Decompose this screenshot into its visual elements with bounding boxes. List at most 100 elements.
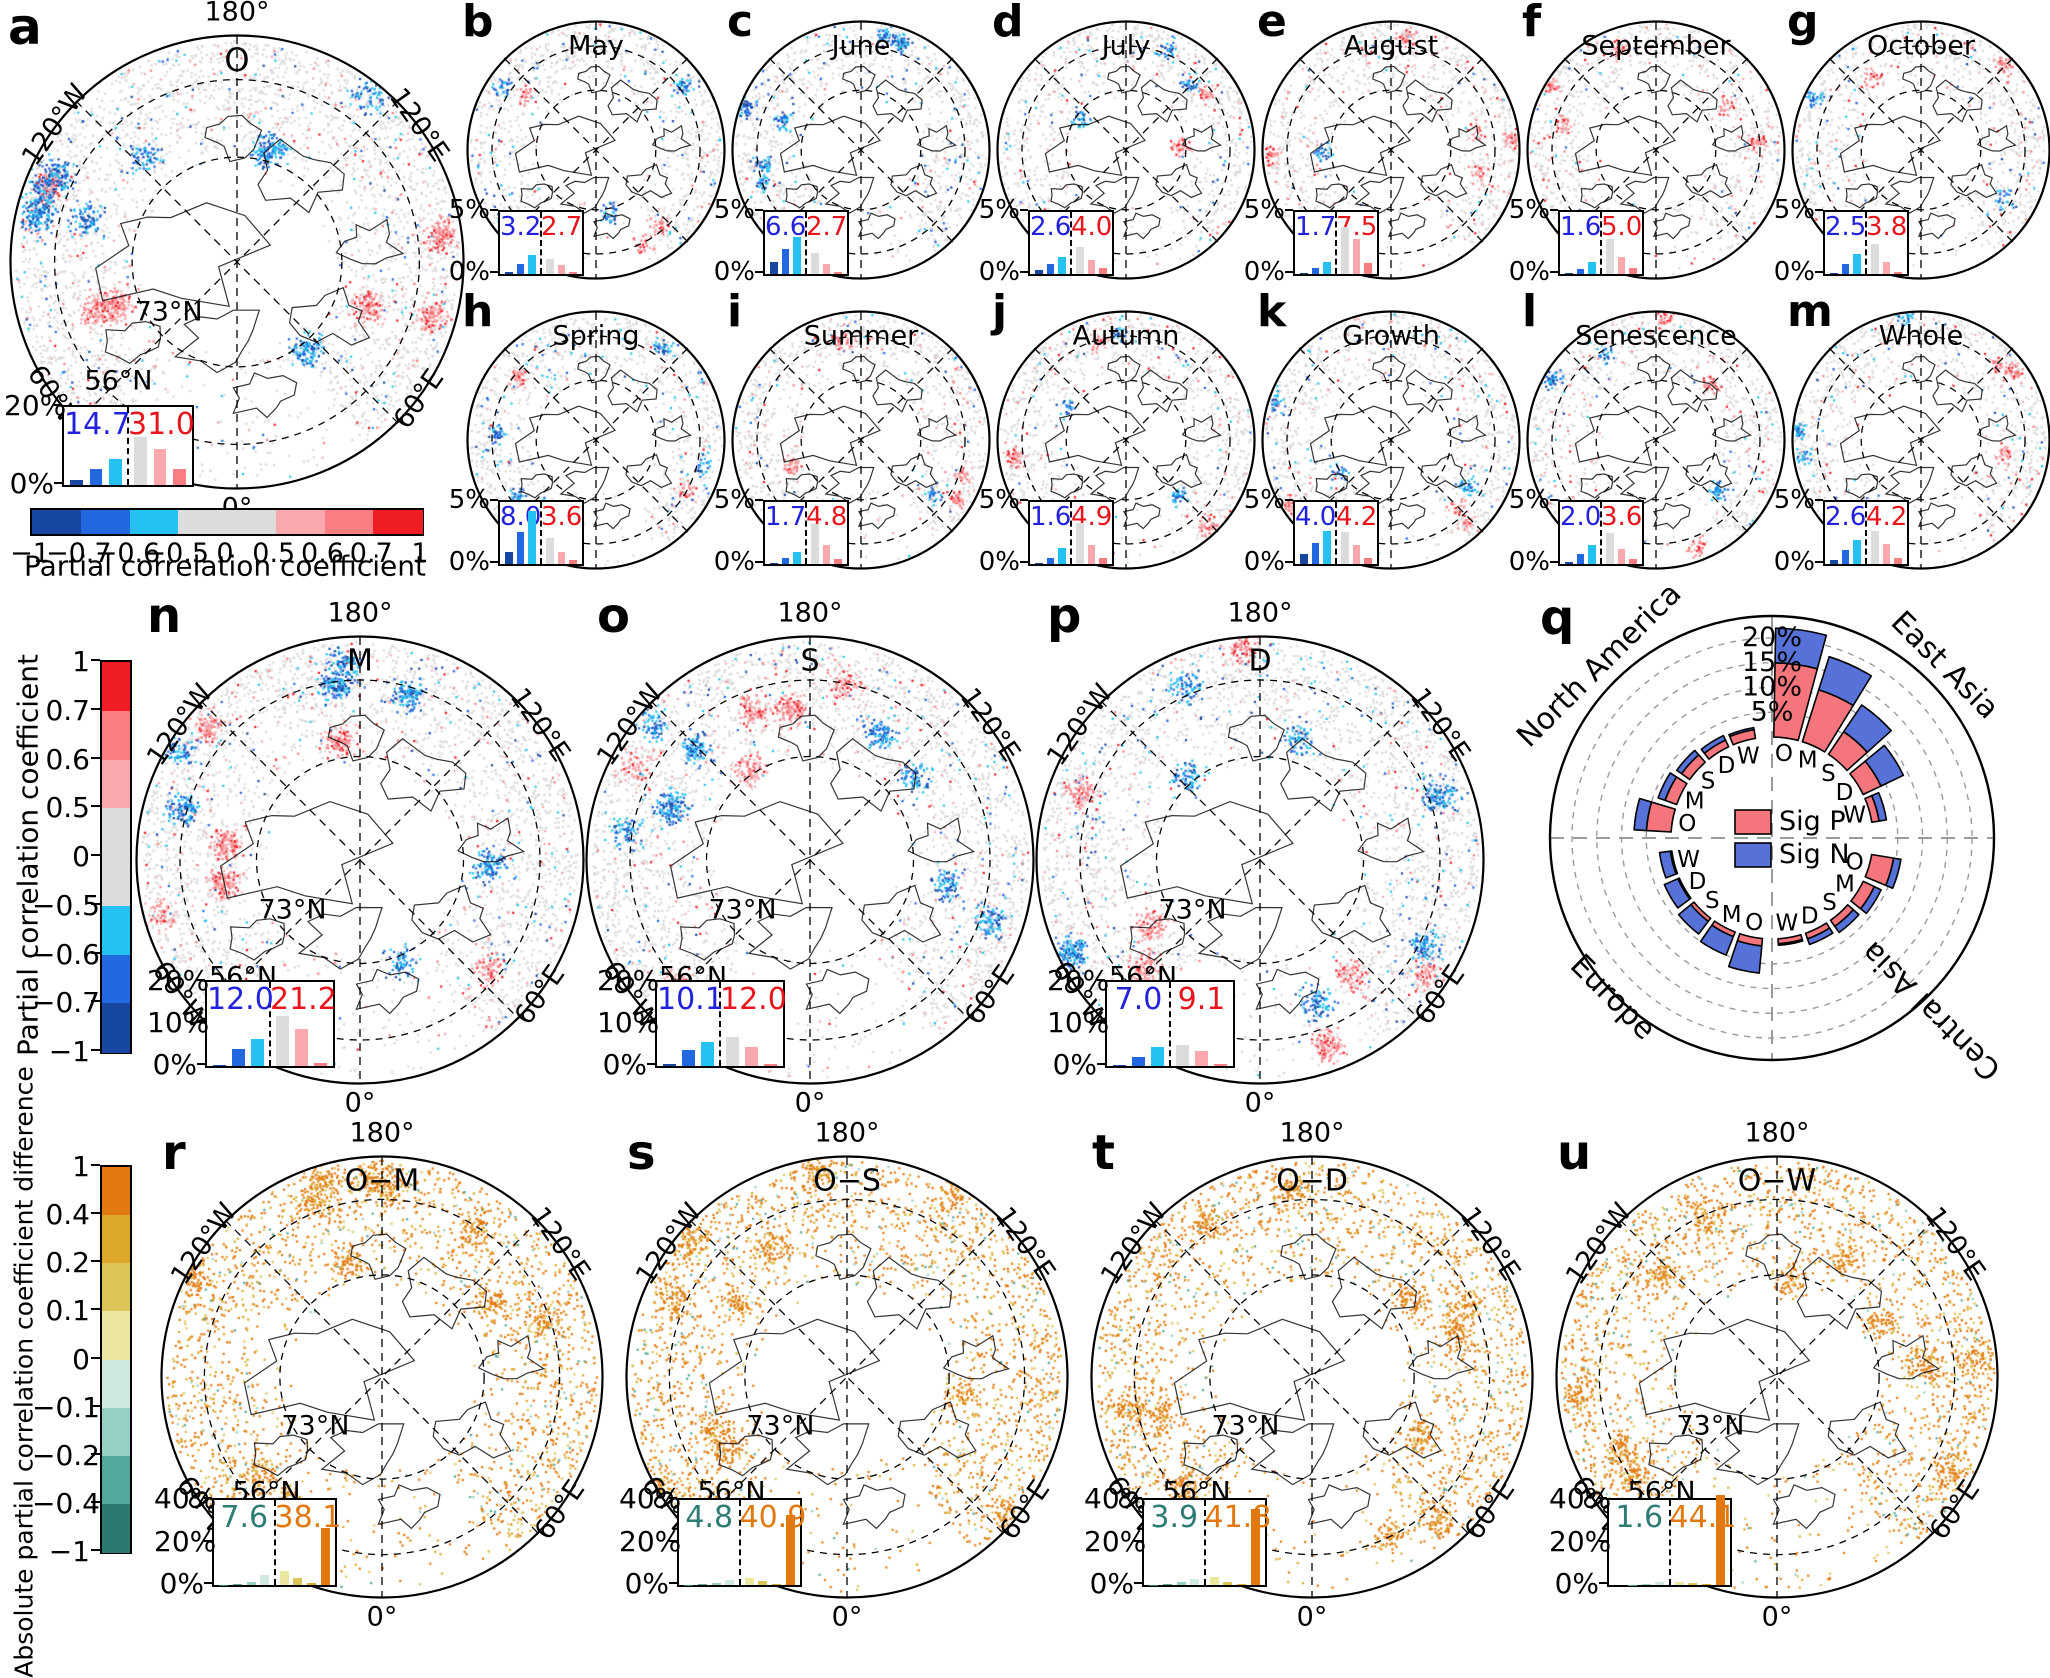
inset-bar bbox=[1629, 559, 1637, 564]
coastline bbox=[944, 1336, 1009, 1379]
polar-bar-label: W bbox=[1737, 743, 1760, 769]
inset-ytick-mark bbox=[1134, 1540, 1142, 1542]
sig-neg-value: 2.0 bbox=[1560, 502, 1601, 533]
coastline bbox=[1638, 356, 1670, 382]
inset-bar bbox=[811, 524, 819, 564]
label-0: 0° bbox=[345, 1088, 376, 1119]
colorbar-top-segment bbox=[227, 510, 276, 534]
inset-bar bbox=[1853, 540, 1861, 564]
inset-bar bbox=[546, 538, 554, 564]
inset-ytick-mark bbox=[1285, 499, 1293, 501]
colorbar-bottom-tick: 0.2 bbox=[32, 1246, 90, 1279]
coastline bbox=[578, 356, 610, 382]
coastline bbox=[1356, 178, 1404, 214]
inset-bar bbox=[1177, 1582, 1186, 1585]
inset-ytick: 5% bbox=[1765, 487, 1815, 513]
inset-bar bbox=[712, 1583, 721, 1585]
colorbar-bottom-tick-mark bbox=[91, 1453, 100, 1455]
coastline bbox=[1108, 66, 1140, 92]
inset-ytick: 0% bbox=[619, 1570, 669, 1598]
coastline bbox=[1051, 474, 1082, 498]
inset-bar bbox=[1300, 273, 1308, 274]
map-title-t: O−D bbox=[1276, 1164, 1348, 1199]
colorbar-mid-segment bbox=[102, 662, 130, 711]
coastline bbox=[653, 126, 691, 151]
label-56N: 56°N bbox=[84, 365, 152, 396]
coastline bbox=[1621, 178, 1669, 214]
inset-bar bbox=[1088, 545, 1096, 564]
inset-bar bbox=[726, 1037, 739, 1066]
inset-bar bbox=[1894, 558, 1902, 564]
sig-neg-value: 7.0 bbox=[1107, 982, 1170, 1018]
inset-ytick-mark bbox=[197, 979, 205, 981]
panel-letter-u: u bbox=[1557, 1129, 1591, 1177]
inset-bar bbox=[1871, 531, 1879, 564]
figure-root: Partial correlation coefficient Partial … bbox=[0, 0, 2050, 1626]
polar-region-label: Europe bbox=[1563, 948, 1662, 1047]
inset-bar bbox=[1688, 1583, 1697, 1585]
coastline bbox=[1156, 165, 1202, 198]
inset-ytick: 0% bbox=[1235, 549, 1285, 575]
inset-ytick-mark bbox=[204, 1497, 212, 1499]
sig-neg-value: 2.6 bbox=[1825, 502, 1866, 533]
inset-bar bbox=[782, 249, 790, 274]
panel-letter-e: e bbox=[1257, 0, 1287, 44]
inset-bar bbox=[793, 552, 801, 564]
label-180: 180° bbox=[814, 1118, 879, 1149]
inset-bar bbox=[1871, 244, 1879, 274]
inset-bar bbox=[1353, 239, 1361, 274]
inset-ytick: 5% bbox=[440, 487, 490, 513]
inset-bar bbox=[834, 272, 842, 274]
label-180: 180° bbox=[777, 598, 842, 629]
coastline bbox=[479, 1336, 544, 1379]
coastline bbox=[1228, 715, 1284, 761]
inset-ytick-mark bbox=[647, 979, 655, 981]
coastline bbox=[1409, 1336, 1474, 1379]
inset-ytick-mark bbox=[1815, 209, 1823, 211]
inset-bar bbox=[1047, 558, 1055, 564]
map-title-e: August bbox=[1344, 31, 1439, 62]
inset-ytick: 5% bbox=[1235, 487, 1285, 513]
coastline bbox=[1978, 126, 2016, 151]
sig-pos-value: 12.0 bbox=[720, 982, 783, 1018]
inset-bar bbox=[1099, 268, 1107, 274]
inset-bar bbox=[569, 272, 577, 274]
inset-ytick: 40% bbox=[154, 1485, 204, 1513]
panel-letter-a: a bbox=[8, 2, 42, 52]
inset-ytick: 5% bbox=[1500, 197, 1550, 223]
inset-bar bbox=[307, 1583, 316, 1585]
colorbar-bottom-tick-mark bbox=[91, 1405, 100, 1407]
label-180: 180° bbox=[327, 598, 392, 629]
coastline bbox=[1311, 116, 1411, 175]
colorbar-top-tick: 1 bbox=[380, 538, 460, 569]
polar-bar-label: S bbox=[1821, 761, 1836, 787]
coastline bbox=[1686, 455, 1732, 488]
colorbar-mid-tick-mark bbox=[91, 854, 100, 856]
coastline bbox=[1403, 370, 1452, 412]
polar-region-label: North America bbox=[1510, 580, 1688, 754]
sig-pos-value: 4.2 bbox=[1866, 502, 1907, 533]
label-73N: 73°N bbox=[1158, 894, 1226, 925]
colorbar-bottom-segment bbox=[102, 1263, 130, 1312]
inset-bar bbox=[745, 1578, 754, 1585]
legend-swatch bbox=[1735, 810, 1771, 834]
colorbar-bottom-tick: 0.1 bbox=[32, 1294, 90, 1327]
inset-ytick: 0% bbox=[1047, 1051, 1097, 1079]
coastline bbox=[1316, 474, 1347, 498]
inset-ytick: 5% bbox=[705, 197, 755, 223]
inset-bar bbox=[517, 532, 525, 564]
colorbar-bottom-tick: −0.1 bbox=[32, 1391, 90, 1424]
sig-neg-value: 1.6 bbox=[1560, 212, 1601, 243]
inset-bar bbox=[764, 1064, 777, 1066]
inset-ytick-mark bbox=[669, 1497, 677, 1499]
coastline bbox=[561, 178, 609, 214]
polar-bar-label: D bbox=[1801, 903, 1819, 929]
coastline bbox=[826, 178, 874, 214]
colorbar-mid-tick-mark bbox=[91, 1000, 100, 1002]
